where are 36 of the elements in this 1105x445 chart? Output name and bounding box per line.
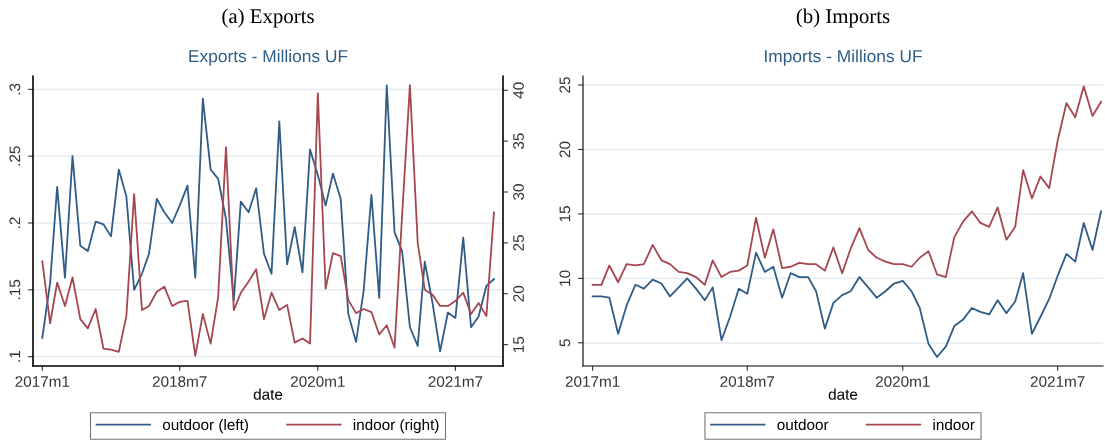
legend-label: indoor bbox=[933, 418, 975, 431]
x-axis-title: date bbox=[253, 388, 283, 400]
y-tick-label: .1 bbox=[9, 351, 21, 362]
x-tick-label: 2018m7 bbox=[720, 376, 775, 387]
line-series bbox=[591, 85, 1102, 286]
y-tick-label: 10 bbox=[559, 270, 571, 286]
chart-subtitle: Imports - Millions UF bbox=[765, 49, 922, 66]
chart-title: (b) Imports bbox=[796, 8, 890, 28]
x-axis-title: date bbox=[828, 388, 858, 400]
legend-label: outdoor bbox=[777, 418, 829, 431]
x-tick-label: 2017m1 bbox=[15, 376, 70, 387]
x-tick-label: 2020m1 bbox=[290, 376, 345, 387]
y-tick-label: 5 bbox=[559, 339, 571, 347]
chart-subtitle: Exports - Millions UF bbox=[189, 49, 348, 66]
y-tick-label: .3 bbox=[9, 83, 21, 95]
x-tick-label: 2021m7 bbox=[1030, 376, 1085, 387]
legend-label: outdoor (left) bbox=[162, 418, 248, 434]
y2-tick-label: 35 bbox=[513, 133, 524, 150]
y2-tick-label: 30 bbox=[513, 184, 524, 200]
y-tick-label: .2 bbox=[9, 217, 21, 228]
legend-label: indoor (right) bbox=[353, 418, 439, 434]
y-tick-label: 25 bbox=[559, 77, 571, 93]
y2-tick-label: 40 bbox=[513, 82, 524, 99]
x-tick-label: 2017m1 bbox=[565, 376, 620, 387]
y-tick-label: .25 bbox=[9, 146, 21, 166]
x-tick-label: 2021m7 bbox=[428, 376, 483, 387]
y2-tick-label: 25 bbox=[513, 235, 524, 251]
y-tick-label: 15 bbox=[559, 206, 571, 222]
y2-tick-label: 15 bbox=[513, 336, 524, 352]
line-series bbox=[591, 210, 1102, 358]
chart-title: (a) Exports bbox=[222, 8, 314, 28]
y-tick-label: .15 bbox=[9, 279, 21, 300]
x-tick-label: 2020m1 bbox=[875, 376, 930, 387]
y2-tick-label: 20 bbox=[513, 285, 524, 302]
x-tick-label: 2018m7 bbox=[152, 376, 207, 387]
y-tick-label: 20 bbox=[559, 141, 571, 158]
